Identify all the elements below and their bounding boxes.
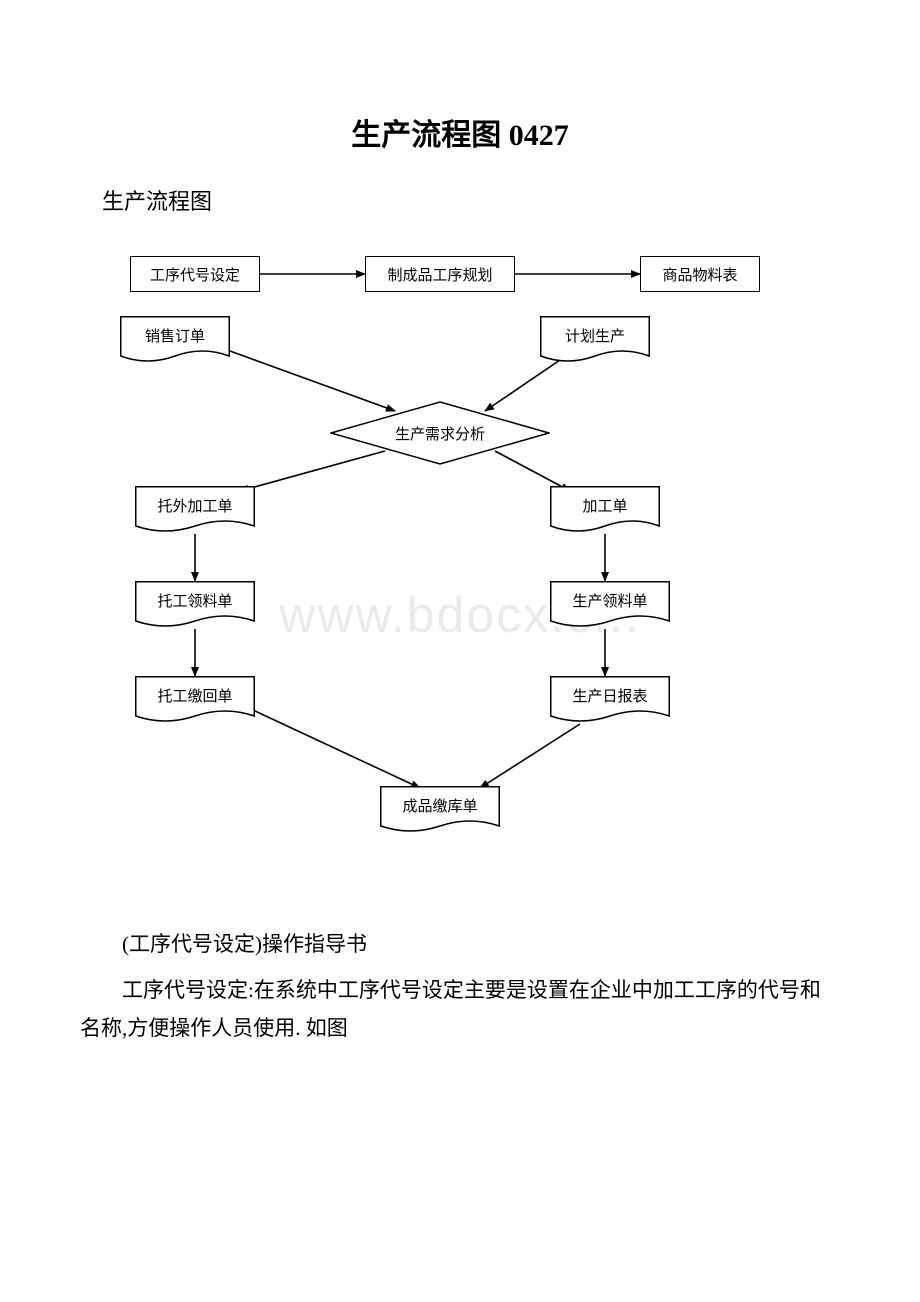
flowchart-node-n7: 托外加工单 <box>135 486 255 540</box>
section-heading: (工序代号设定)操作指导书 <box>80 926 840 964</box>
body-text: (工序代号设定)操作指导书 工序代号设定:在系统中工序代号设定主要是设置在企业中… <box>80 926 840 1047</box>
flowchart-node-n2: 制成品工序规划 <box>365 256 515 292</box>
page-title: 生产流程图 0427 <box>80 110 840 154</box>
flowchart-node-n13: 成品缴库单 <box>380 786 500 840</box>
flowchart-node-n8: 加工单 <box>550 486 660 540</box>
flowchart-node-n11: 托工缴回单 <box>135 676 255 730</box>
flowchart-node-n6: 生产需求分析 <box>330 401 550 465</box>
flowchart-node-n5: 计划生产 <box>540 316 650 370</box>
page-subtitle: 生产流程图 <box>80 184 840 216</box>
document-page: 生产流程图 0427 生产流程图 www.bdocx.c... 工序代号设定制成… <box>0 0 920 1115</box>
flowchart-node-n9: 托工领料单 <box>135 581 255 635</box>
flowchart-node-n1: 工序代号设定 <box>130 256 260 292</box>
section-paragraph: 工序代号设定:在系统中工序代号设定主要是设置在企业中加工工序的代号和名称,方便操… <box>80 972 840 1048</box>
flowchart-node-n10: 生产领料单 <box>550 581 670 635</box>
flowchart-node-n3: 商品物料表 <box>640 256 760 292</box>
flowchart-diagram: www.bdocx.c... 工序代号设定制成品工序规划商品物料表销售订单计划生… <box>120 256 800 866</box>
flowchart-node-n12: 生产日报表 <box>550 676 670 730</box>
flowchart-node-n4: 销售订单 <box>120 316 230 370</box>
